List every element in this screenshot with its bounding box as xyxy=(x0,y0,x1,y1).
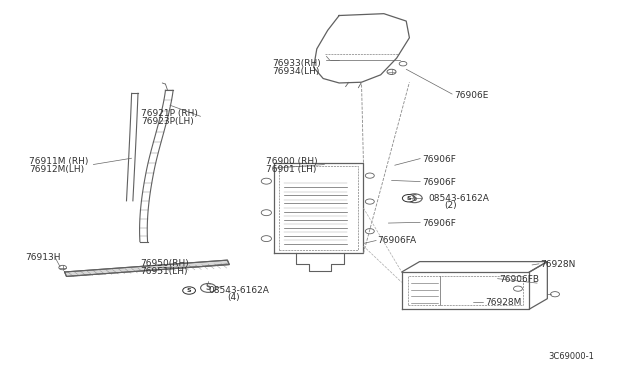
Text: (4): (4) xyxy=(227,294,240,302)
Text: 08543-6162A: 08543-6162A xyxy=(429,194,490,203)
Text: 76912M(LH): 76912M(LH) xyxy=(29,165,84,174)
Text: 76923P(LH): 76923P(LH) xyxy=(141,117,194,126)
Text: 76913H: 76913H xyxy=(25,253,60,262)
Text: 76928M: 76928M xyxy=(484,298,521,307)
Text: 76934(LH): 76934(LH) xyxy=(272,67,319,76)
Text: 76900 (RH): 76900 (RH) xyxy=(266,157,317,166)
Text: 76906E: 76906E xyxy=(454,91,488,100)
Circle shape xyxy=(182,287,195,294)
Polygon shape xyxy=(65,260,229,276)
Text: S: S xyxy=(412,194,417,203)
Text: 76901 (LH): 76901 (LH) xyxy=(266,165,316,174)
Text: S: S xyxy=(187,288,191,293)
Text: 76951(LH): 76951(LH) xyxy=(140,267,188,276)
Circle shape xyxy=(200,283,216,292)
Text: 76950(RH): 76950(RH) xyxy=(140,259,189,268)
Text: 76906FA: 76906FA xyxy=(378,236,417,246)
Text: 76933(RH): 76933(RH) xyxy=(272,59,321,68)
Text: 08543-6162A: 08543-6162A xyxy=(208,286,269,295)
Text: 76911M (RH): 76911M (RH) xyxy=(29,157,89,166)
Text: (2): (2) xyxy=(445,201,457,210)
Circle shape xyxy=(407,194,422,203)
Circle shape xyxy=(403,195,415,202)
Text: 76906F: 76906F xyxy=(422,219,456,228)
Text: 76906FB: 76906FB xyxy=(499,275,539,284)
Text: 3C69000-1: 3C69000-1 xyxy=(548,352,595,361)
Text: 76921P (RH): 76921P (RH) xyxy=(141,109,198,118)
Text: 76928N: 76928N xyxy=(540,260,576,269)
Text: 76906F: 76906F xyxy=(422,155,456,164)
Text: S: S xyxy=(406,196,411,201)
Text: S: S xyxy=(205,283,211,292)
Text: 76906F: 76906F xyxy=(422,178,456,187)
